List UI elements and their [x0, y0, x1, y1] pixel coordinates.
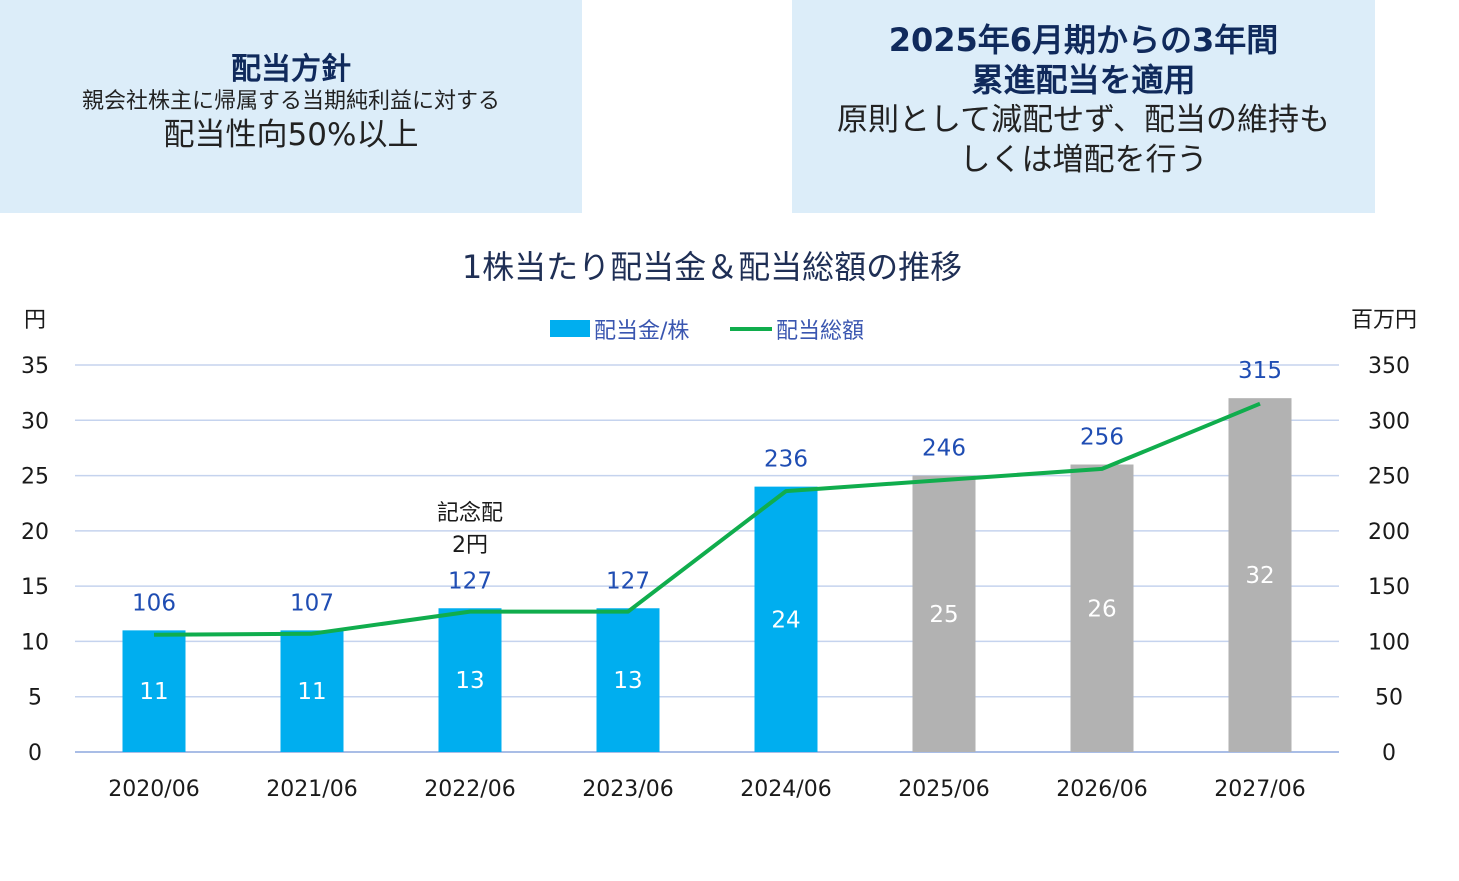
- bar-value-label: 13: [455, 668, 484, 694]
- legend-line-label: 配当総額: [776, 319, 864, 344]
- annotation-line2: 2円: [452, 533, 488, 558]
- left-axis-unit: 円: [24, 308, 46, 333]
- left-tick-label: 0: [28, 741, 42, 766]
- dividend-policy-box: 配当方針 親会社株主に帰属する当期純利益に対する 配当性向50%以上: [0, 0, 582, 213]
- left-tick-label: 30: [21, 409, 49, 434]
- dividend-per-share-bar: [754, 486, 818, 752]
- policy-line2: 配当性向50%以上: [163, 117, 419, 153]
- gridlines: [75, 364, 1339, 753]
- legend: 配当金/株 配当総額: [550, 319, 864, 344]
- dividend-per-share-bar: [280, 630, 344, 752]
- progressive-body-line2: しくは増配を行う: [959, 142, 1208, 178]
- total-dividend-label: 256: [1080, 425, 1124, 451]
- dividend-per-share-bar: [438, 608, 502, 752]
- x-tick-label: 2027/06: [1214, 777, 1305, 802]
- total-dividend-label: 127: [448, 568, 492, 594]
- x-tick-label: 2025/06: [898, 777, 989, 802]
- right-tick-label: 50: [1375, 686, 1403, 711]
- right-axis-unit: 百万円: [1351, 308, 1417, 333]
- bar-value-label: 13: [613, 668, 642, 694]
- bar-value-label: 11: [139, 679, 168, 705]
- right-axis: 0 50 100 150 200 250 300 350: [1368, 354, 1410, 766]
- bar-value-label: 32: [1245, 563, 1274, 589]
- progressive-dividend-box: 2025年6月期からの3年間 累進配当を適用 原則として減配せず、配当の維持も …: [792, 0, 1375, 213]
- left-tick-label: 5: [28, 686, 42, 711]
- left-tick-label: 25: [21, 465, 49, 490]
- chart-title: 1株当たり配当金＆配当総額の推移: [462, 248, 962, 286]
- left-tick-label: 20: [21, 520, 49, 545]
- total-dividend-label: 236: [764, 447, 808, 473]
- total-dividend-label: 127: [606, 568, 650, 594]
- x-tick-label: 2021/06: [266, 777, 357, 802]
- dividend-per-share-bar: [1070, 464, 1134, 752]
- policy-heading: 配当方針: [231, 52, 351, 87]
- x-tick-label: 2024/06: [740, 777, 831, 802]
- annotation-line1: 記念配: [437, 501, 503, 526]
- x-tick-label: 2020/06: [108, 777, 199, 802]
- x-tick-label: 2022/06: [424, 777, 515, 802]
- left-axis: 0 5 10 15 20 25 30 35: [21, 354, 49, 766]
- total-dividend-label: 315: [1238, 358, 1282, 384]
- x-axis: 2020/06 2021/06 2022/06 2023/06 2024/06 2025/…: [108, 777, 1305, 802]
- right-tick-label: 200: [1368, 520, 1410, 545]
- right-tick-label: 350: [1368, 354, 1410, 379]
- x-tick-label: 2026/06: [1056, 777, 1147, 802]
- dividend-per-share-bar: [596, 608, 660, 752]
- legend-bar-label: 配当金/株: [594, 319, 689, 344]
- progressive-heading-line2: 累進配当を適用: [971, 61, 1196, 99]
- right-tick-label: 300: [1368, 409, 1410, 434]
- line-series: [153, 401, 1261, 637]
- progressive-body-line1: 原則として減配せず、配当の維持も: [837, 102, 1330, 138]
- total-dividend-label: 246: [922, 436, 966, 462]
- left-tick-label: 10: [21, 630, 49, 655]
- bar-labels: 11 11 13 13 24 25 26 32: [139, 563, 1274, 705]
- bar-series: [122, 398, 1292, 752]
- dividend-per-share-bar: [1228, 398, 1292, 752]
- progressive-heading-line1: 2025年6月期からの3年間: [888, 21, 1279, 59]
- right-tick-label: 0: [1382, 741, 1396, 766]
- dividend-per-share-bar: [912, 475, 976, 752]
- bar-value-label: 26: [1087, 596, 1116, 622]
- x-tick-label: 2023/06: [582, 777, 673, 802]
- bar-value-label: 24: [771, 607, 800, 633]
- total-dividend-line: [153, 401, 1261, 637]
- line-labels: 106 107 127 127 236 246 256 315: [132, 358, 1282, 616]
- dividend-per-share-bar: [122, 630, 186, 752]
- right-tick-label: 100: [1368, 630, 1410, 655]
- total-dividend-label: 107: [290, 590, 334, 616]
- bar-value-label: 25: [929, 602, 958, 628]
- right-tick-label: 150: [1368, 575, 1410, 600]
- left-tick-label: 35: [21, 354, 49, 379]
- legend-bar-swatch: [550, 320, 590, 337]
- policy-line1: 親会社株主に帰属する当期純利益に対する: [81, 89, 500, 114]
- left-tick-label: 15: [21, 575, 49, 600]
- total-dividend-label: 106: [132, 590, 176, 616]
- right-tick-label: 250: [1368, 465, 1410, 490]
- bar-value-label: 11: [297, 679, 326, 705]
